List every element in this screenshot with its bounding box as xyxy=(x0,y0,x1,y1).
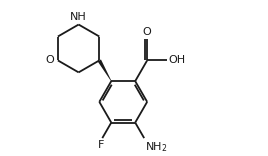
Polygon shape xyxy=(98,59,111,81)
Text: NH: NH xyxy=(70,12,87,22)
Text: NH$_2$: NH$_2$ xyxy=(145,140,168,154)
Text: O: O xyxy=(143,27,151,37)
Text: F: F xyxy=(98,140,104,150)
Text: OH: OH xyxy=(169,55,186,65)
Text: O: O xyxy=(46,55,55,65)
